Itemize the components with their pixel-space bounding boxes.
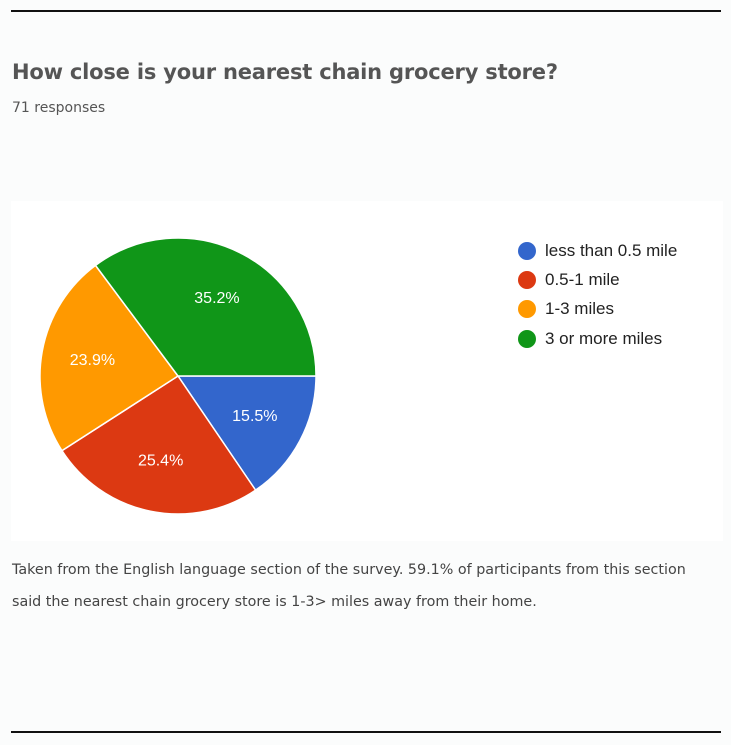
pie-slice-3-or-more-miles[interactable] [94, 237, 317, 377]
legend-swatch-red [518, 270, 536, 289]
bottom-divider [11, 731, 721, 733]
legend-swatch-green [518, 329, 536, 348]
legend-swatch-orange [518, 300, 536, 319]
caption-line-1: Taken from the English language section … [12, 562, 686, 578]
caption-line-2: said the nearest chain grocery store is … [12, 594, 537, 610]
legend-item-0-5-1-mile[interactable]: 0.5-1 mile [518, 265, 677, 294]
pie-slices [39, 237, 317, 515]
pie-slice-label: 15.5% [232, 408, 277, 425]
legend-label: less than 0.5 mile [545, 240, 678, 260]
legend-item-3-or-more-miles[interactable]: 3 or more miles [518, 324, 677, 353]
pie-slice-1-3-miles[interactable] [39, 264, 180, 452]
legend-label: 0.5-1 mile [545, 269, 620, 289]
legend-label: 3 or more miles [545, 328, 663, 348]
legend-item-1-3-miles[interactable]: 1-3 miles [518, 295, 677, 324]
response-count: 71 responses [12, 100, 106, 116]
pie-slice-label: 23.9% [70, 352, 115, 369]
pie-slice-labels: 15.5% 25.4% 23.9% 35.2% [70, 290, 278, 470]
pie-slice-less-than-0-5-mile[interactable] [176, 375, 317, 492]
top-divider [11, 10, 721, 12]
chart-legend: less than 0.5 mile 0.5-1 mile 1-3 miles … [518, 236, 677, 353]
pie-slice-label: 25.4% [138, 453, 183, 470]
legend-label: 1-3 miles [545, 299, 614, 319]
legend-item-less-than-0-5-mile[interactable]: less than 0.5 mile [518, 236, 677, 265]
pie-slice-label: 35.2% [194, 290, 239, 307]
chart-caption: Taken from the English language section … [12, 554, 717, 618]
pie-slice-0-5-1-mile[interactable] [60, 374, 257, 515]
legend-swatch-blue [518, 241, 536, 260]
question-title: How close is your nearest chain grocery … [12, 60, 558, 84]
